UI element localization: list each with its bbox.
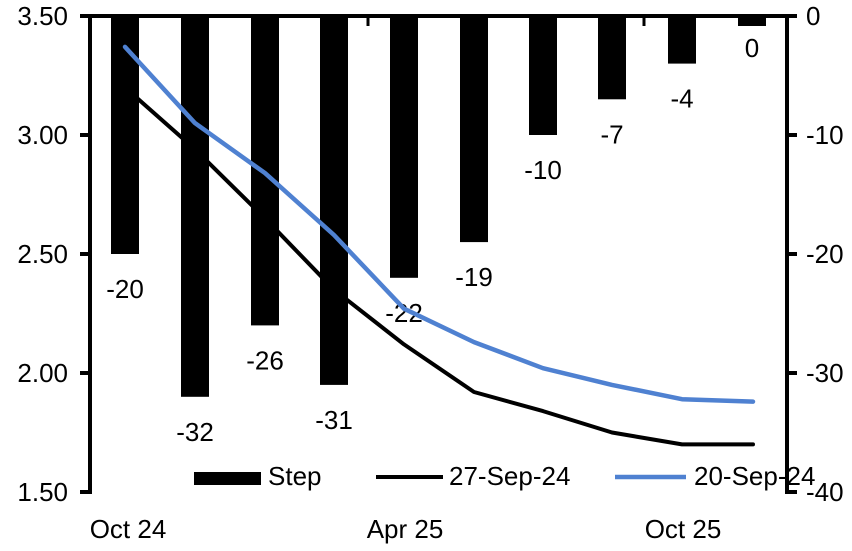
bar-value-label: -32 [176,417,214,447]
left-axis-tick [80,490,88,494]
bar-value-label: 0 [745,33,759,63]
step-bars-group: -20-32-26-31-22-19-10-7-40 [106,14,766,447]
right-axis-tick [789,371,797,375]
top-axis [88,14,789,18]
left-axis-tick [80,14,88,18]
right-axis-tick-label: -20 [806,239,844,269]
right-axis-tick [789,490,797,494]
bar-value-label: -31 [315,405,353,435]
right-axis-tick-label: -30 [806,358,844,388]
step-bar [181,14,209,397]
step-bar [529,14,557,135]
line-27-sep-24 [123,85,755,447]
left-axis-tick [80,252,88,256]
right-axis-tick [789,133,797,137]
step-bar [668,14,696,64]
bar-value-label: -7 [600,119,623,149]
left-axis-tick-label: 3.00 [17,120,68,150]
bar-value-label: -10 [524,155,562,185]
left-axis-tick-label: 1.50 [17,477,68,507]
left-axis-tick-label: 3.50 [17,1,68,31]
bar-value-label: -20 [106,274,144,304]
legend: Step 27-Sep-24 20-Sep-24 [194,461,815,491]
x-axis-label: Apr 25 [367,514,444,544]
x-axis-label: Oct 24 [90,514,167,544]
left-axis-tick-label: 2.50 [17,239,68,269]
right-axis-tick [789,252,797,256]
left-axis-tick-label: 2.00 [17,358,68,388]
legend-step-swatch [194,472,261,485]
right-axis-tick-label: -10 [806,120,844,150]
step-bar [390,14,418,278]
right-axis-tick-label: 0 [806,1,820,31]
legend-27-sep-24-label: 27-Sep-24 [449,461,570,491]
left-axis-tick [80,371,88,375]
right-axis [785,14,789,494]
left-axis-tick [80,133,88,137]
line-20-sep-24 [122,44,756,404]
x-axis-label: Oct 25 [645,514,722,544]
legend-step-label: Step [268,461,322,491]
left-axis [88,14,92,494]
legend-20-sep-24-label: 20-Sep-24 [694,461,815,491]
step-bar [598,14,626,100]
right-axis-tick [789,14,797,18]
bar-value-label: -4 [670,84,693,114]
top-axis-tick [366,18,370,26]
right-axis-tick-label: -40 [806,477,844,507]
bar-value-label: -26 [246,345,284,375]
top-axis-tick [642,18,646,26]
step-bar [460,14,488,243]
step-bar [320,14,348,385]
step-bar [251,14,279,326]
rate-lines-group [122,44,756,447]
bar-value-label: -19 [455,262,493,292]
